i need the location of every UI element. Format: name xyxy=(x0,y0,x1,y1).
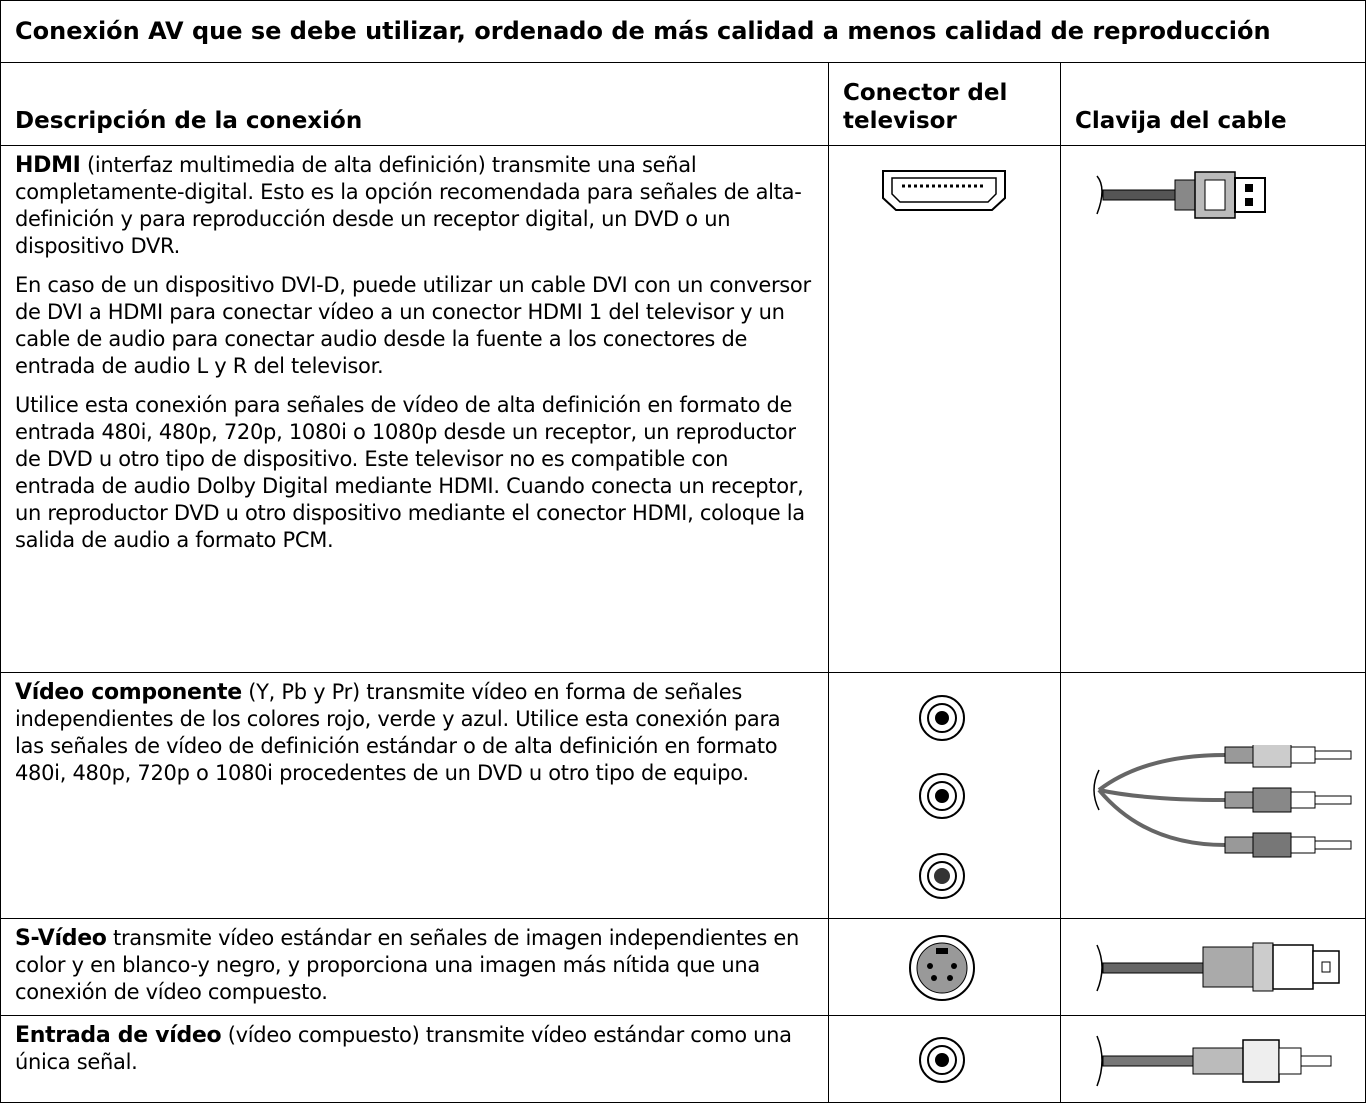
paragraph: HDMI (interfaz multimedia de alta defini… xyxy=(15,152,814,260)
connection-name: HDMI xyxy=(15,153,81,178)
paragraph: En caso de un dispositivo DVI-D, puede u… xyxy=(15,272,814,380)
connection-name: Entrada de vídeo xyxy=(15,1023,222,1048)
paragraph: Utilice esta conexión para señales de ví… xyxy=(15,392,814,554)
paragraph-text: (vídeo compuesto) transmite vídeo estánd… xyxy=(15,1023,792,1074)
header-cell: Descripción de la conexión xyxy=(0,62,829,146)
paragraph: S-Vídeo transmite vídeo estándar en seña… xyxy=(15,925,814,1006)
composite-port-icon xyxy=(919,1037,965,1083)
icon-cell xyxy=(1060,145,1366,673)
header-cell: Conector del televisor xyxy=(828,62,1061,146)
hdmi-port-icon xyxy=(882,170,1006,211)
description-cell: S-Vídeo transmite vídeo estándar en seña… xyxy=(0,918,829,1016)
paragraph-text: (Y, Pb y Pr) transmite vídeo en forma de… xyxy=(15,680,781,785)
header-cell: Clavija del cable xyxy=(1060,62,1366,146)
table-title: Conexión AV que se debe utilizar, ordena… xyxy=(0,0,1366,63)
composite-plug-icon xyxy=(1096,1035,1332,1087)
paragraph-text: Utilice esta conexión para señales de ví… xyxy=(15,393,805,552)
connection-name: Vídeo componente xyxy=(15,680,242,705)
component-ports-icon xyxy=(919,695,965,899)
paragraph-text: transmite vídeo estándar en señales de i… xyxy=(15,926,800,1004)
svideo-port-icon xyxy=(909,935,975,1001)
description-cell: HDMI (interfaz multimedia de alta defini… xyxy=(0,145,829,673)
paragraph-text: En caso de un dispositivo DVI-D, puede u… xyxy=(15,273,811,378)
paragraph: Entrada de vídeo (vídeo compuesto) trans… xyxy=(15,1022,814,1076)
connection-name: S-Vídeo xyxy=(15,926,107,951)
hdmi-plug-icon xyxy=(1096,171,1266,219)
description-cell: Entrada de vídeo (vídeo compuesto) trans… xyxy=(0,1015,829,1103)
paragraph-text: (interfaz multimedia de alta definición)… xyxy=(15,153,802,258)
paragraph: Vídeo componente (Y, Pb y Pr) transmite … xyxy=(15,679,814,787)
icon-cell xyxy=(828,145,1061,673)
svideo-plug-icon xyxy=(1096,942,1340,992)
description-cell: Vídeo componente (Y, Pb y Pr) transmite … xyxy=(0,672,829,919)
component-plugs-icon xyxy=(1093,745,1352,858)
